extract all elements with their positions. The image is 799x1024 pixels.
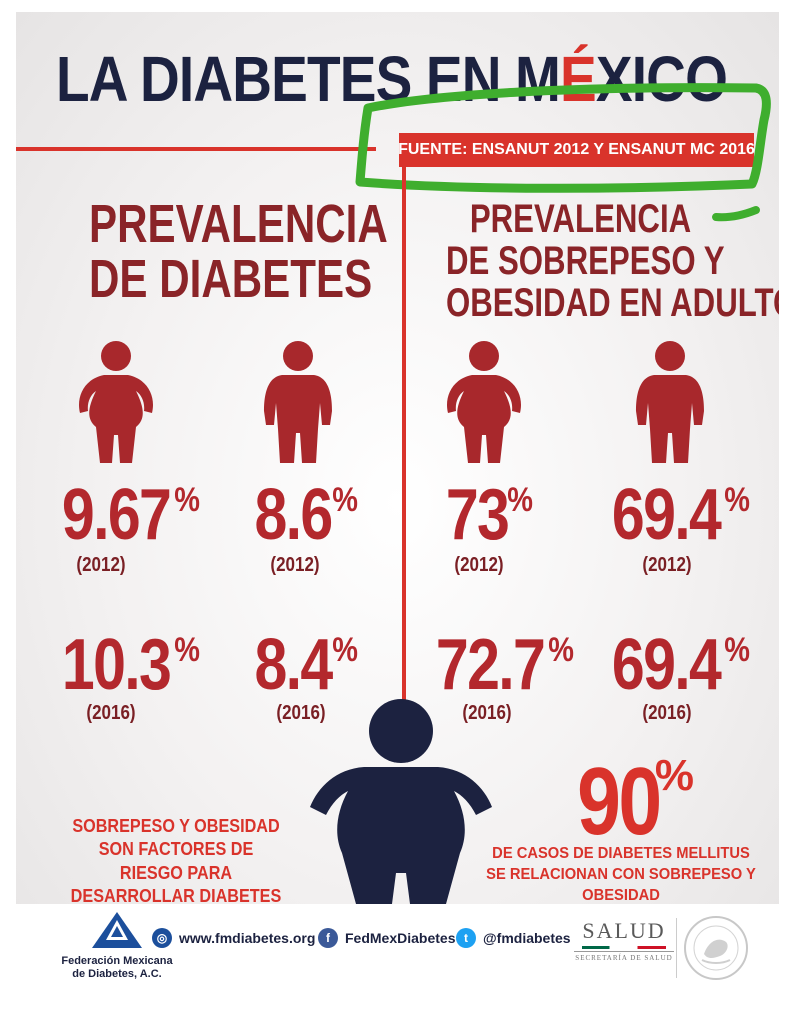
footer: Federación Mexicana de Diabetes, A.C. ◎ … — [0, 904, 799, 1024]
globe-icon: ◎ — [152, 928, 172, 948]
org-name-line-1: Federación Mexicana — [61, 955, 173, 967]
woman-figure-icon — [74, 337, 158, 467]
diabetes-obesity-note: DE CASOS DE DIABETES MELLITUS SE RELACIO… — [486, 845, 756, 904]
center-divider — [402, 167, 406, 707]
diabetes-men-2012-stat: 8.6% — [254, 475, 358, 555]
salud-logo: SALUD SECRETARÍA DE SALUD — [574, 918, 674, 962]
facebook-text: FedMexDiabetes — [345, 930, 456, 946]
ninety-percent-stat: 90% — [577, 748, 694, 855]
obesity-men-2012-stat: 69.4% — [611, 475, 750, 555]
year-label: (2012) — [76, 554, 126, 576]
title-accent-letter: É — [560, 43, 597, 115]
website-link[interactable]: ◎ www.fmdiabetes.org — [152, 928, 315, 948]
fmd-triangle-icon — [92, 912, 142, 948]
obesity-women-2012-stat: 73% — [445, 475, 533, 555]
mexico-seal-icon — [684, 916, 748, 980]
infographic-poster: LA DIABETES EN MÉXICO FUENTE: ENSANUT 20… — [16, 12, 779, 904]
year-label: (2012) — [642, 554, 692, 576]
man-figure-icon — [628, 337, 712, 467]
diabetes-section-title: PREVALENCIA DE DIABETES — [89, 194, 388, 310]
twitter-icon: t — [456, 928, 476, 948]
obesity-women-2016-stat: 72.7% — [435, 625, 574, 705]
flag-stripe — [582, 946, 666, 949]
year-label: (2016) — [86, 702, 136, 724]
page-title: LA DIABETES EN MÉXICO — [56, 43, 728, 115]
facebook-link[interactable]: f FedMexDiabetes — [318, 928, 455, 948]
org-name-line-2: de Diabetes, A.C. — [72, 967, 162, 980]
year-label: (2016) — [276, 702, 326, 724]
risk-factor-note: SOBREPESO Y OBESIDAD SON FACTORES DE RIE… — [70, 816, 282, 904]
facebook-icon: f — [318, 928, 338, 948]
obesity-section-title: PREVALENCIA DE SOBREPESO Y OBESIDAD EN A… — [445, 197, 779, 325]
diabetes-men-2016-stat: 8.4% — [254, 625, 358, 705]
source-banner: FUENTE: ENSANUT 2012 Y ENSANUT MC 2016 — [398, 133, 755, 167]
year-label: (2012) — [270, 554, 320, 576]
website-text: www.fmdiabetes.org — [179, 930, 316, 946]
year-label: (2016) — [462, 702, 512, 724]
fmd-logo: Federación Mexicana de Diabetes, A.C. — [52, 910, 182, 980]
obesity-men-2016-stat: 69.4% — [611, 625, 750, 705]
footer-divider — [676, 918, 677, 978]
twitter-link[interactable]: t @fmdiabetes — [456, 928, 571, 948]
year-label: (2016) — [642, 702, 692, 724]
man-figure-icon — [256, 337, 340, 467]
title-underline — [16, 147, 376, 151]
diabetes-women-2012-stat: 9.67% — [61, 475, 200, 555]
obese-person-icon — [306, 695, 496, 904]
woman-figure-icon — [442, 337, 526, 467]
year-label: (2012) — [454, 554, 504, 576]
twitter-text: @fmdiabetes — [483, 930, 571, 946]
diabetes-women-2016-stat: 10.3% — [61, 625, 200, 705]
